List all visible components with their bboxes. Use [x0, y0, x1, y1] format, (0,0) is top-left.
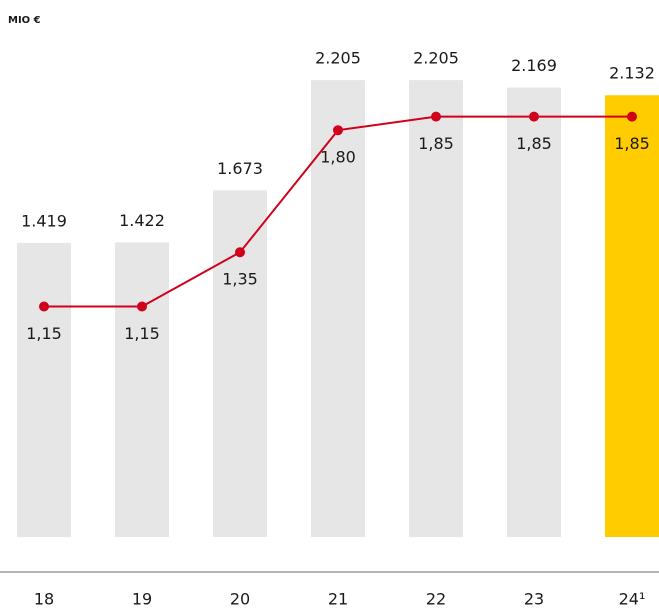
x-tick-label: 24¹	[619, 590, 646, 609]
bar	[213, 190, 267, 537]
bar	[507, 87, 561, 538]
line-point	[431, 111, 441, 122]
bar	[17, 242, 71, 537]
x-tick-label: 22	[426, 590, 446, 609]
bar	[605, 95, 659, 537]
line-value-label: 1,85	[614, 134, 650, 153]
x-tick-label: 23	[524, 590, 544, 609]
bar-value-label: 2.169	[511, 56, 557, 75]
bar	[311, 80, 365, 538]
line-value-label: 1,80	[320, 148, 356, 167]
bar	[115, 242, 169, 537]
bar-value-label: 1.673	[217, 159, 263, 178]
bar-value-label: 1.422	[119, 211, 165, 230]
line-value-label: 1,35	[222, 270, 258, 289]
line-point	[333, 125, 343, 136]
line-point	[235, 247, 245, 258]
bar-value-label: 2.132	[609, 64, 655, 83]
x-tick-label: 18	[34, 590, 54, 609]
line-point	[137, 301, 147, 312]
bar	[409, 80, 463, 538]
bar-value-label: 1.419	[21, 211, 67, 230]
bar-value-label: 2.205	[413, 49, 459, 68]
line-value-label: 1,85	[516, 134, 552, 153]
line-point	[529, 111, 539, 122]
x-tick-label: 19	[132, 590, 152, 609]
line-value-label: 1,85	[418, 134, 454, 153]
bar-value-label: 2.205	[315, 49, 361, 68]
line-value-label: 1,15	[26, 324, 62, 343]
chart-title: MIO €	[8, 15, 41, 26]
line-point	[39, 301, 49, 312]
x-tick-label: 21	[328, 590, 348, 609]
x-tick-label: 20	[230, 590, 250, 609]
line-value-label: 1,15	[124, 324, 160, 343]
line-point	[627, 111, 637, 122]
